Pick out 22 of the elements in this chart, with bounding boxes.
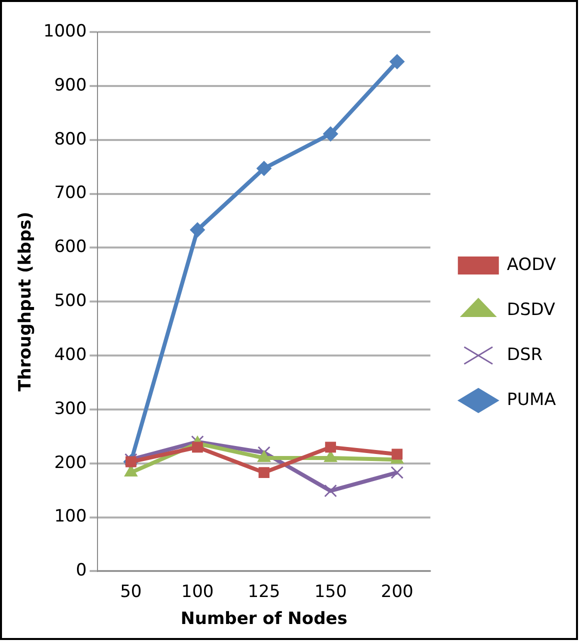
x-axis-title: Number of Nodes xyxy=(180,609,348,630)
legend-label: AODV xyxy=(506,254,556,275)
y-tick-label: 600 xyxy=(54,237,87,258)
y-tick-label: 0 xyxy=(76,560,87,581)
y-tick-label: 500 xyxy=(54,291,87,312)
y-tick-label: 200 xyxy=(54,452,87,473)
legend-label: DSDV xyxy=(506,300,556,320)
x-tick-label: 100 xyxy=(181,582,214,602)
y-tick-label: 1000 xyxy=(43,21,87,42)
y-axis-title: Throughput (kbps) xyxy=(16,212,36,392)
y-tick-label: 900 xyxy=(54,75,87,96)
y-tick-label: 100 xyxy=(54,506,87,527)
legend-label: PUMA xyxy=(506,390,556,410)
y-tick-label: 700 xyxy=(54,183,87,204)
y-tick-label: 400 xyxy=(54,344,87,365)
x-tick-label: 125 xyxy=(248,582,280,602)
y-tick-label: 800 xyxy=(54,129,87,150)
y-tick-label: 300 xyxy=(54,398,87,419)
legend-label: DSR xyxy=(506,344,543,365)
x-tick-label: 150 xyxy=(314,582,347,602)
x-tick-label: 50 xyxy=(120,582,142,602)
x-tick-label: 200 xyxy=(380,582,414,602)
